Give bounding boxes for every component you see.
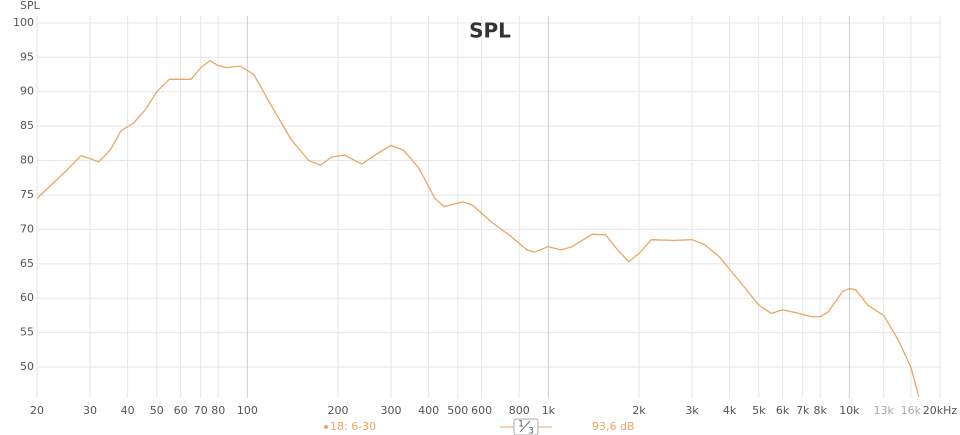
x-tick-label: 2k [632,404,646,417]
y-tick-label: 95 [20,50,34,63]
x-tick-label: 600 [471,404,492,417]
x-tick-label: 70 [194,404,208,417]
x-tick-label: 800 [509,404,530,417]
x-tick-label: 13k [873,404,894,417]
x-tick-label: 16k [901,404,922,417]
y-tick-label: 50 [20,360,34,373]
smoothing-slash [519,420,531,433]
x-tick-label: 3k [685,404,699,417]
x-tick-label: 5k [752,404,766,417]
x-tick-label: 10k [839,404,860,417]
x-tick-label: 400 [418,404,439,417]
x-tick-label: 300 [381,404,402,417]
x-tick-label: 30 [83,404,97,417]
x-tick-label: 4k [723,404,737,417]
smoothing-denominator: 3 [528,427,534,435]
x-tick-label: 8k [814,404,828,417]
y-tick-label: 55 [20,326,34,339]
x-tick-label: 1k [542,404,556,417]
x-tick-label: 50 [150,404,164,417]
y-tick-label: 60 [20,291,34,304]
y-tick-label: 80 [20,154,34,167]
x-tick-label: 20 [30,404,44,417]
legend-entry: 18: 6-30 [330,420,376,433]
y-tick-label: 65 [20,257,34,270]
x-tick-label: 200 [328,404,349,417]
legend: 18: 6-30 1 3 93,6 dB [324,418,635,435]
x-tick-label: 80 [211,404,225,417]
y-tick-label: 100 [13,16,34,29]
x-tick-label: 500 [447,404,468,417]
y-tick-label: 70 [20,222,34,235]
chart-title: SPL [469,19,511,43]
smoothing-numerator: 1 [518,420,524,430]
level-readout: 93,6 dB [592,420,635,433]
x-tick-label: 60 [174,404,188,417]
legend-dot [324,425,328,429]
y-tick-label: 75 [20,188,34,201]
x-tick-label: 20kHz [923,404,958,417]
x-tick-label: 7k [796,404,810,417]
y-axis-label: SPL [20,0,41,12]
x-tick-label: 6k [776,404,790,417]
x-tick-label: 100 [237,404,258,417]
x-tick-label: 40 [121,404,135,417]
y-tick-label: 85 [20,119,34,132]
spl-curve [36,60,920,397]
y-tick-label: 90 [20,85,34,98]
